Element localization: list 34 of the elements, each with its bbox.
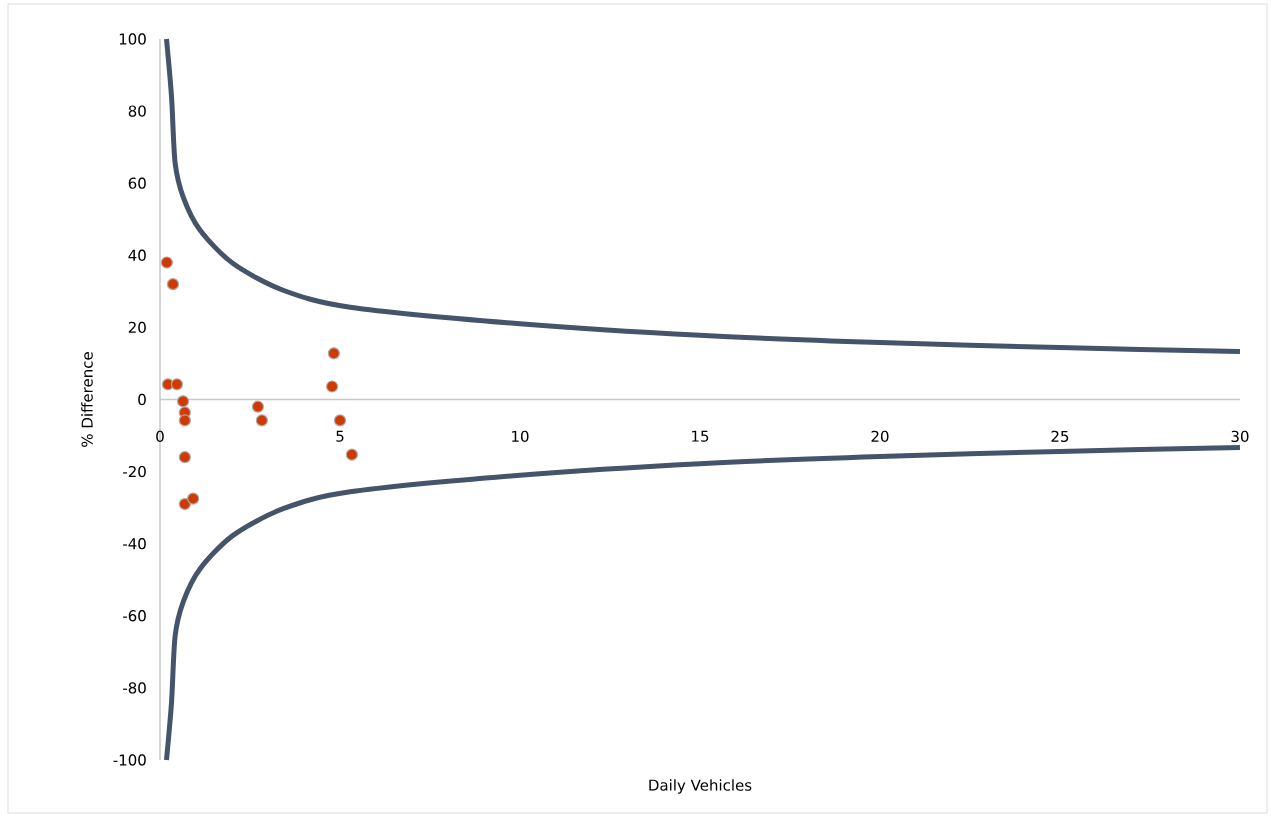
point [178,414,191,427]
point [327,347,340,360]
point [166,278,180,291]
point [176,395,190,408]
point [187,492,200,505]
x-tick-label: 20 [871,430,889,443]
point [255,414,268,427]
y-tick-label: -60 [123,610,146,622]
y-tick-label: -20 [123,465,146,478]
y-tick-label: 100 [119,33,146,45]
y-tick-label: -100 [113,754,146,766]
point [333,414,347,427]
x-tick-label: 25 [1051,430,1069,443]
point [160,256,173,269]
x-tick-label: 5 [336,430,344,442]
y-tick-label: 0 [138,393,146,406]
point [178,497,191,511]
y-tick-label: -80 [123,682,146,694]
point [178,451,191,464]
y-tick-label: -40 [123,538,146,550]
y-tick-label: 20 [128,321,146,334]
y-tick-label: 40 [128,249,146,261]
y-tick-label: 60 [128,177,146,189]
x-tick-label: 15 [692,430,709,442]
y-tick-label: 80 [128,105,146,117]
x-tick-label: 10 [512,430,529,443]
point [325,380,339,393]
point [251,400,265,413]
point [170,378,184,391]
x-tick-label: 0 [156,430,164,443]
x-tick-label: 30 [1231,430,1249,443]
point [345,448,358,461]
x-axis-title: Daily Vehicles [649,779,752,794]
y-axis-title: % Difference [81,352,93,447]
